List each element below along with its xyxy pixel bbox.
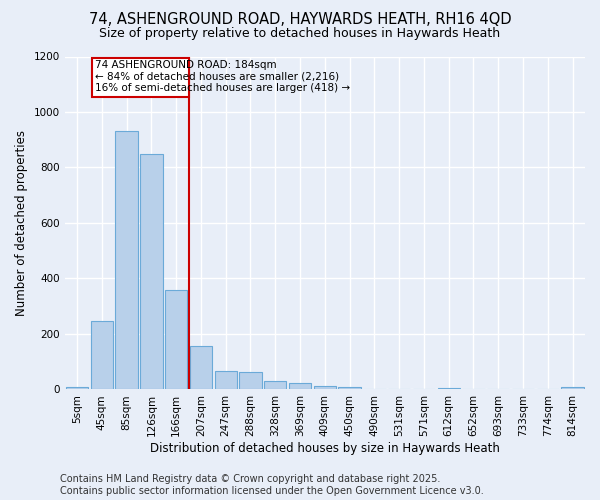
- Bar: [289, 384, 311, 390]
- Bar: [264, 381, 286, 390]
- Bar: [140, 154, 163, 390]
- Bar: [437, 388, 460, 390]
- Bar: [190, 346, 212, 390]
- Text: 74, ASHENGROUND ROAD, HAYWARDS HEATH, RH16 4QD: 74, ASHENGROUND ROAD, HAYWARDS HEATH, RH…: [89, 12, 511, 28]
- Bar: [314, 386, 336, 390]
- Bar: [115, 132, 138, 390]
- Bar: [66, 387, 88, 390]
- Text: Size of property relative to detached houses in Haywards Heath: Size of property relative to detached ho…: [100, 28, 500, 40]
- Bar: [239, 372, 262, 390]
- X-axis label: Distribution of detached houses by size in Haywards Heath: Distribution of detached houses by size …: [150, 442, 500, 455]
- Text: Contains HM Land Registry data © Crown copyright and database right 2025.
Contai: Contains HM Land Registry data © Crown c…: [60, 474, 484, 496]
- Bar: [338, 386, 361, 390]
- Y-axis label: Number of detached properties: Number of detached properties: [15, 130, 28, 316]
- Bar: [215, 372, 237, 390]
- Bar: [92, 58, 188, 96]
- Bar: [91, 320, 113, 390]
- Text: 74 ASHENGROUND ROAD: 184sqm
← 84% of detached houses are smaller (2,216)
16% of : 74 ASHENGROUND ROAD: 184sqm ← 84% of det…: [95, 60, 350, 94]
- Bar: [165, 290, 187, 390]
- Bar: [562, 387, 584, 390]
